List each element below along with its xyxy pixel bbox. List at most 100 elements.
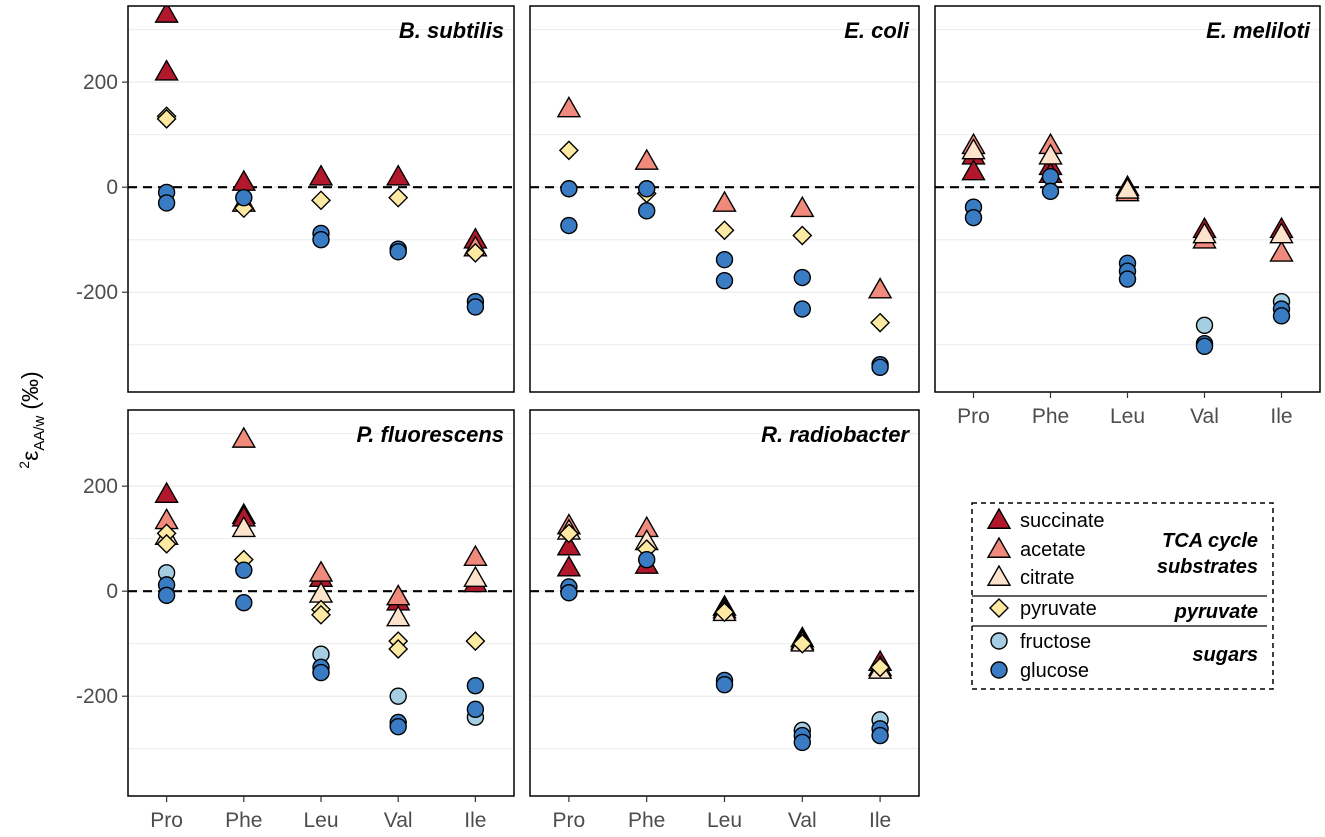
legend: succinate acetate citrate pyruvate fructose g… (971, 502, 1274, 690)
point-glucose-ile (871, 358, 889, 377)
point-citrate-ile (463, 565, 488, 588)
y-axis-label: 2εAA/w (‰) (16, 371, 48, 468)
data-points (154, 426, 488, 736)
point-glucose-leu (312, 231, 330, 249)
legend-key-fructose (990, 632, 1008, 650)
point-glucose-ile (466, 298, 485, 316)
data-points (154, 6, 488, 316)
point-pyruvate-val (792, 633, 813, 654)
y-tick-label: 0 (106, 580, 118, 603)
data-points (556, 513, 893, 752)
x-tick-label-pro: Pro (553, 809, 586, 832)
panel-p-fluorescens: P. fluorescens 200 0 -200 Pro Phe Leu Val Ile (76, 409, 515, 832)
y-tick-label: 0 (106, 176, 118, 199)
point-acetate-val (790, 195, 815, 218)
x-tick-label-leu: Leu (1110, 405, 1145, 428)
y-axis-label-superscript: 2 (16, 461, 32, 469)
data-points (556, 95, 893, 377)
legend-label-fructose: fructose (1020, 631, 1091, 653)
panel-e-meliloti: E. meliloti Pro Phe Leu Val Ile (934, 5, 1321, 428)
point-pyruvate-val (388, 187, 409, 208)
legend-key-acetate (986, 536, 1012, 558)
point-citrate-leu (1115, 177, 1140, 199)
point-pyruvate-pro (558, 140, 579, 161)
y-tick-label: -200 (76, 281, 118, 304)
point-glucose-val (793, 300, 811, 318)
point-pyruvate-leu (714, 220, 735, 241)
y-tick-label: 200 (83, 475, 118, 498)
panels: B. subtilis 200 0 -200 E. coli E. meliloti Pro… (76, 5, 1321, 832)
legend-key-succinate (986, 507, 1012, 529)
point-succinate-pro (154, 59, 179, 81)
legend-label-succinate: succinate (1020, 510, 1105, 532)
point-pyruvate-ile (465, 242, 486, 263)
legend-group-sugars: sugars (1192, 644, 1258, 666)
point-pyruvate-val (792, 225, 813, 246)
point-glucose-phe (638, 180, 656, 198)
panel-border (127, 5, 515, 393)
legend-key-pyruvate (989, 598, 1009, 618)
y-axis-label-symbol: ε (17, 451, 43, 461)
point-glucose-val (389, 717, 407, 736)
point-glucose-pro (964, 208, 983, 227)
data-points (961, 132, 1294, 356)
point-glucose-leu (1118, 270, 1137, 288)
legend-label-pyruvate: pyruvate (1020, 598, 1097, 620)
point-succinate-pro (154, 481, 179, 503)
point-pyruvate-leu (311, 604, 331, 625)
panel-title: E. meliloti (1206, 18, 1311, 43)
x-tick-label-pro: Pro (150, 809, 183, 832)
legend-label-acetate: acetate (1020, 539, 1086, 561)
point-glucose-ile (466, 677, 485, 695)
point-succinate-pro (556, 555, 582, 577)
y-axis-label-subscript: AA/w (31, 415, 48, 450)
point-succinate-pro (961, 159, 986, 181)
point-fructose-val (1195, 316, 1214, 335)
point-acetate-phe (231, 426, 257, 448)
point-glucose-phe (638, 550, 656, 569)
point-acetate-ile (867, 277, 893, 299)
point-glucose-phe (235, 561, 253, 579)
legend-group-tca-line2: substrates (1157, 556, 1258, 578)
point-acetate-leu (308, 560, 334, 582)
panel-b-subtilis: B. subtilis 200 0 -200 (76, 5, 515, 393)
panel-title: E. coli (844, 18, 910, 43)
point-pyruvate-val (388, 638, 409, 659)
point-glucose-phe (638, 202, 656, 220)
point-acetate-ile (463, 544, 488, 566)
legend-key-glucose (990, 661, 1008, 679)
point-pyruvate-leu (714, 602, 735, 623)
point-glucose-pro (157, 194, 176, 212)
point-citrate-ile (1269, 222, 1294, 244)
panel-title: R. radiobacter (761, 422, 910, 447)
point-acetate-phe (634, 148, 659, 170)
x-tick-label-ile: Ile (869, 809, 891, 832)
point-glucose-val (1195, 337, 1214, 356)
y-axis-label-unit: (‰) (17, 371, 43, 409)
point-pyruvate-pro (156, 533, 177, 554)
x-tick-label-leu: Leu (303, 809, 338, 832)
x-tick-label-ile: Ile (464, 809, 486, 832)
x-tick-label-phe: Phe (628, 809, 665, 832)
point-succinate-pro (556, 534, 582, 556)
point-glucose-ile (1272, 307, 1291, 325)
point-glucose-leu (312, 663, 330, 682)
point-glucose-leu (715, 250, 734, 269)
point-pyruvate-pro (558, 523, 579, 544)
x-tick-label-val: Val (788, 809, 817, 832)
point-succinate-val (385, 164, 411, 186)
point-glucose-pro (560, 584, 578, 602)
point-glucose-pro (560, 180, 578, 198)
point-glucose-val (389, 243, 407, 261)
point-glucose-ile (466, 700, 485, 719)
legend-label-glucose: glucose (1020, 660, 1089, 682)
point-glucose-val (793, 733, 811, 752)
legend-group-tca-line1: TCA cycle (1162, 530, 1258, 552)
x-tick-label-leu: Leu (707, 809, 742, 832)
x-tick-label-val: Val (1190, 405, 1219, 428)
x-tick-label-ile: Ile (1270, 405, 1292, 428)
legend-items: succinate acetate citrate pyruvate fructose g… (986, 507, 1105, 682)
panel-e-coli: E. coli (529, 5, 920, 393)
point-acetate-ile (1269, 240, 1294, 262)
